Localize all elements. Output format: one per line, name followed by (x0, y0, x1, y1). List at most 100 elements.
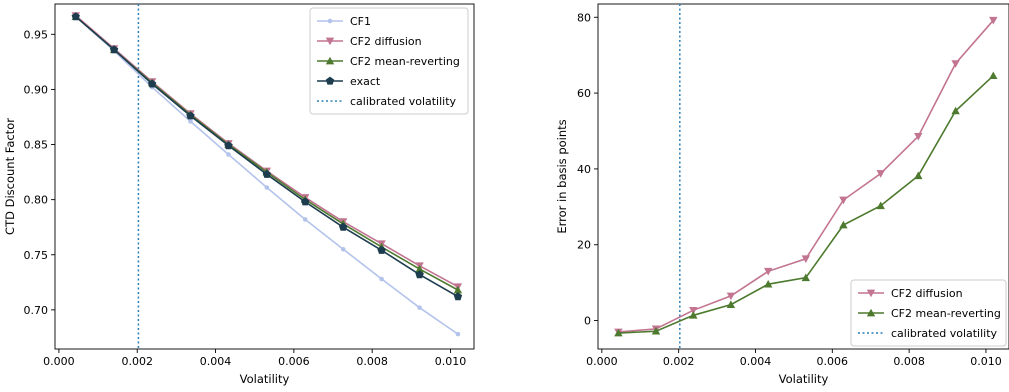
legend-label: calibrated volatility (891, 327, 998, 340)
data-point (689, 311, 698, 319)
series-cf2-diffusion (614, 16, 998, 337)
legend-marker (325, 37, 335, 46)
data-point (340, 246, 346, 252)
data-point (726, 292, 736, 301)
data-point (801, 255, 810, 263)
data-point (951, 106, 960, 115)
data-point (188, 119, 193, 124)
legend-marker (325, 56, 335, 65)
legend-label: calibrated volatility (350, 95, 457, 108)
legend-entry: CF2 diffusion (317, 35, 422, 48)
chart-panel-2: 0.000 0.002 0.004 0.006 0.008 0.010 0 20 40 60 80 V… (555, 3, 1009, 386)
y-tick-label: 0 (584, 315, 591, 328)
y-axis-label: CTD Discount Factor (3, 118, 17, 235)
legend-label: CF2 diffusion (891, 287, 963, 300)
data-point (726, 300, 736, 308)
legend: CF1 CF2 diffusion CF2 mean-reverting exact c… (309, 7, 469, 115)
y-tick-label: 80 (577, 11, 591, 24)
data-point (989, 71, 998, 79)
y-tick-label: 40 (577, 163, 591, 176)
data-point (109, 45, 119, 54)
chart-panel-1: 0.000 0.002 0.004 0.006 0.008 0.010 0.70 0.75 0.… (3, 3, 475, 386)
data-point (453, 285, 463, 294)
data-point (339, 222, 348, 231)
data-point (415, 264, 424, 273)
x-tick-label: 0.006 (278, 355, 310, 368)
data-point (453, 292, 463, 301)
y-tick-label: 0.75 (24, 249, 49, 262)
data-point (226, 152, 231, 157)
x-axis-label: Volatility (240, 372, 290, 386)
legend-marker (327, 18, 333, 24)
data-point (224, 141, 233, 150)
y-tick-label: 20 (577, 239, 591, 252)
plot-area-frame (597, 3, 1009, 350)
data-point (71, 12, 80, 21)
legend-entry: CF2 mean-reverting (858, 307, 1001, 320)
x-tick-label: 0.008 (356, 355, 388, 368)
legend-entry: CF2 diffusion (858, 287, 963, 300)
data-point (764, 267, 773, 276)
data-point (186, 111, 195, 120)
data-point (989, 16, 998, 25)
legend-entry: CF2 mean-reverting (317, 55, 460, 68)
x-tick-label: 0.000 (43, 355, 75, 368)
data-point (147, 79, 157, 88)
x-tick-label: 0.000 (586, 355, 618, 368)
data-point (417, 305, 422, 310)
legend-box (309, 7, 469, 115)
data-point (377, 245, 386, 254)
data-point (302, 217, 308, 222)
x-axis-label: Volatility (779, 372, 829, 386)
y-tick-label: 0.70 (24, 304, 49, 317)
data-point (379, 276, 384, 282)
x-tick-label: 0.004 (200, 355, 232, 368)
data-point (415, 270, 424, 279)
legend-box (850, 279, 1007, 347)
y-axis-label: Error in basis points (555, 119, 569, 233)
x-tick-label: 0.002 (663, 355, 695, 368)
data-point (764, 280, 773, 288)
data-point (951, 60, 960, 68)
plot-area-frame (54, 3, 475, 350)
data-point (876, 170, 885, 178)
y-tick-label: 60 (577, 87, 591, 100)
legend-entry: exact (317, 75, 381, 88)
x-tick-label: 0.002 (121, 355, 153, 368)
x-tick-label: 0.010 (435, 355, 467, 368)
legend-marker (866, 308, 876, 317)
data-point (801, 273, 810, 282)
legend-entry: calibrated volatility (317, 95, 457, 108)
x-tick-label: 0.004 (740, 355, 772, 368)
data-point (614, 328, 623, 337)
data-point (264, 185, 270, 190)
data-point (689, 307, 698, 315)
data-point (301, 197, 310, 206)
legend-entry: calibrated volatility (858, 327, 998, 340)
legend-entry: CF1 (317, 15, 371, 28)
legend: CF2 diffusion CF2 mean-reverting calibrate… (850, 279, 1007, 347)
data-point (914, 171, 923, 180)
legend-marker (325, 76, 335, 85)
y-tick-label: 0.90 (24, 83, 49, 96)
data-point (839, 196, 848, 205)
data-point (914, 133, 923, 141)
y-tick-label: 0.85 (24, 139, 49, 152)
data-point (262, 169, 271, 178)
legend-label: CF2 mean-reverting (891, 307, 1001, 320)
data-point (839, 220, 848, 229)
series-exact (71, 12, 463, 301)
data-point (651, 327, 661, 335)
legend-label: CF1 (350, 15, 371, 28)
data-point (876, 201, 885, 210)
x-tick-label: 0.008 (893, 355, 925, 368)
legend-marker (866, 289, 876, 298)
legend-label: CF2 diffusion (350, 35, 422, 48)
legend-label: CF2 mean-reverting (350, 55, 460, 68)
data-point (455, 331, 461, 337)
x-tick-label: 0.010 (970, 355, 1002, 368)
legend-label: exact (350, 75, 381, 88)
y-tick-label: 0.95 (24, 28, 49, 41)
x-tick-label: 0.006 (817, 355, 849, 368)
